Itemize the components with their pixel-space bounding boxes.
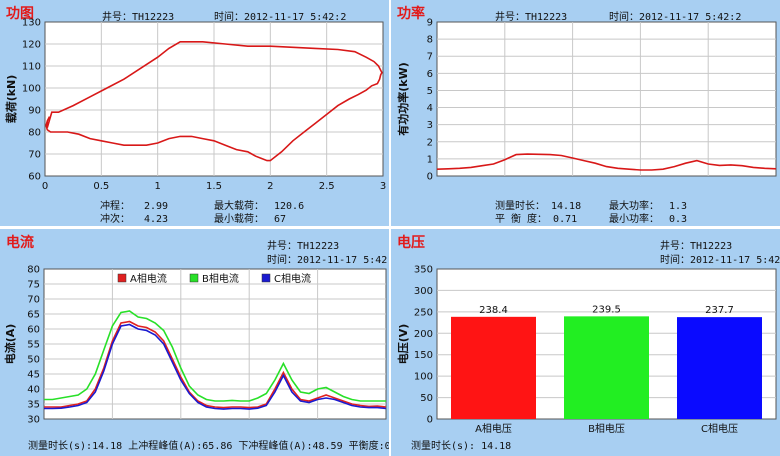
x-tick-label: 3	[380, 181, 386, 192]
bar-value-label: 238.4	[479, 305, 508, 316]
dynamometer-chart: 60 70 80 90 100 110 120 130 0 0.5 1 1.5 2 2.5 3 载荷(kN)	[4, 18, 386, 193]
voltage-bar	[451, 316, 536, 419]
power-panel: 功率 井号：TH12223 时间：2012-11-17 5:42:2 0 1 2 3 4…	[391, 0, 780, 226]
y-tick-label: 1	[427, 154, 433, 165]
y-tick-label: 2	[427, 137, 433, 148]
y-axis-label: 载荷(kN)	[4, 75, 18, 124]
y-tick-label: 0	[427, 415, 433, 426]
x-tick-label: 2	[267, 181, 273, 192]
load-curve	[45, 40, 383, 162]
x-tick-label: B相电压	[588, 422, 625, 435]
y-tick-label: 50	[27, 355, 40, 366]
y-tick-label: 300	[414, 286, 433, 297]
legend-label: C相电流	[274, 272, 311, 285]
x-tick-label: 0	[42, 181, 48, 192]
current-footer: 测量时长(s):14.18 上冲程峰值(A):65.86 下冲程峰值(A):48…	[28, 441, 389, 452]
timestamp: 时间：2012-11-17 5:42:2	[214, 12, 347, 23]
y-tick-label: 130	[22, 18, 41, 29]
legend-label: A相电流	[130, 272, 167, 285]
y-tick-label: 45	[27, 370, 40, 381]
max-power-stat: 最大功率： 1.3	[609, 201, 688, 212]
y-tick-label: 6	[427, 69, 433, 80]
timestamp: 时间：2012-11-17 5:42:2	[660, 255, 780, 266]
stroke-stat: 冲程： 2.99	[100, 201, 169, 212]
well-number: 井号：TH12223	[660, 241, 733, 252]
y-tick-label: 350	[414, 265, 433, 276]
timestamp: 时间：2012-11-17 5:42:2	[267, 255, 389, 266]
balance-stat: 平 衡 度： 0.71	[495, 214, 578, 225]
y-axis-label: 有功功率(kW)	[396, 62, 410, 136]
x-tick-label: 2.5	[319, 181, 335, 192]
y-tick-label: 35	[27, 400, 40, 411]
y-tick-label: 70	[27, 295, 40, 306]
legend-swatch	[189, 273, 199, 283]
current-curve	[44, 323, 387, 410]
y-tick-label: 100	[414, 372, 433, 383]
legend-swatch	[117, 273, 127, 283]
current-chart: 30 35 40 45 50 55 60 65 70 75 80 电流(A) A相电流 B相电流 C相电流	[3, 265, 387, 426]
y-tick-label: 75	[27, 280, 40, 291]
y-tick-label: 90	[28, 106, 41, 117]
panel-title: 功率	[397, 6, 425, 22]
well-number: 井号：TH12223	[267, 241, 340, 252]
y-tick-label: 250	[414, 307, 433, 318]
y-axis-label: 电压(V)	[396, 324, 410, 365]
x-tick-label: 1.5	[206, 181, 222, 192]
min-load-stat: 最小载荷： 67	[214, 214, 287, 225]
y-tick-label: 120	[22, 40, 41, 51]
current-curve	[44, 310, 386, 402]
well-number: 井号：TH12223	[102, 12, 175, 23]
timestamp: 时间：2012-11-17 5:42:2	[609, 12, 742, 23]
y-tick-label: 55	[27, 340, 40, 351]
y-axis-label: 电流(A)	[3, 324, 17, 365]
max-load-stat: 最大载荷： 120.6	[214, 201, 305, 212]
power-curve	[436, 153, 777, 171]
y-tick-label: 60	[27, 325, 40, 336]
bar-value-label: 237.7	[705, 305, 734, 316]
x-tick-label: 0.5	[93, 181, 109, 192]
voltage-panel: 电压 井号：TH12223 时间：2012-11-17 5:42:2 0 50 10…	[391, 229, 780, 456]
plot-area	[436, 21, 777, 177]
legend-label: B相电流	[202, 272, 239, 285]
well-number: 井号：TH12223	[495, 12, 568, 23]
voltage-bar	[677, 317, 762, 419]
y-tick-label: 30	[27, 415, 40, 426]
power-chart: 0 1 2 3 4 5 6 7 8 9 有功功率(kW)	[396, 18, 777, 183]
bar-value-label: 239.5	[592, 304, 621, 315]
y-tick-label: 80	[28, 128, 41, 139]
y-tick-label: 40	[27, 385, 40, 396]
dynamometer-panel: 功图 井号：TH12223 时间：2012-11-17 5:42:2 60 70 8…	[0, 0, 389, 226]
current-panel: 电流 井号：TH12223 时间：2012-11-17 5:42:2 30 35 4…	[0, 229, 389, 456]
x-tick-label: C相电压	[701, 422, 738, 435]
y-tick-label: 50	[420, 393, 433, 404]
y-tick-label: 80	[27, 265, 40, 276]
current-curve	[44, 320, 387, 409]
y-tick-label: 8	[427, 35, 433, 46]
panel-title: 电压	[397, 235, 425, 251]
duration-stat: 测量时长： 14.18	[495, 201, 582, 212]
voltage-bar	[564, 316, 649, 419]
x-tick-label: A相电压	[475, 422, 512, 435]
y-tick-label: 110	[22, 62, 41, 73]
y-tick-label: 3	[427, 120, 433, 131]
voltage-footer: 测量时长(s): 14.18	[411, 441, 512, 452]
min-power-stat: 最小功率： 0.3	[609, 214, 688, 225]
y-tick-label: 7	[427, 52, 433, 63]
legend-swatch	[261, 273, 271, 283]
y-tick-label: 60	[28, 172, 41, 183]
panel-title: 电流	[6, 235, 34, 251]
y-tick-label: 0	[427, 172, 433, 183]
panel-title: 功图	[6, 6, 34, 22]
y-tick-label: 150	[414, 350, 433, 361]
y-tick-label: 70	[28, 150, 41, 161]
spm-stat: 冲次： 4.23	[100, 214, 169, 225]
y-tick-label: 65	[27, 310, 40, 321]
y-tick-label: 4	[427, 103, 433, 114]
y-tick-label: 9	[427, 18, 433, 29]
x-tick-label: 1	[154, 181, 160, 192]
y-tick-label: 200	[414, 329, 433, 340]
y-tick-label: 5	[427, 86, 433, 97]
voltage-chart: 0 50 100 150 200 250 300 350 电压(V) 238.4 A相电压 239.5…	[396, 265, 777, 435]
y-tick-label: 100	[22, 84, 41, 95]
